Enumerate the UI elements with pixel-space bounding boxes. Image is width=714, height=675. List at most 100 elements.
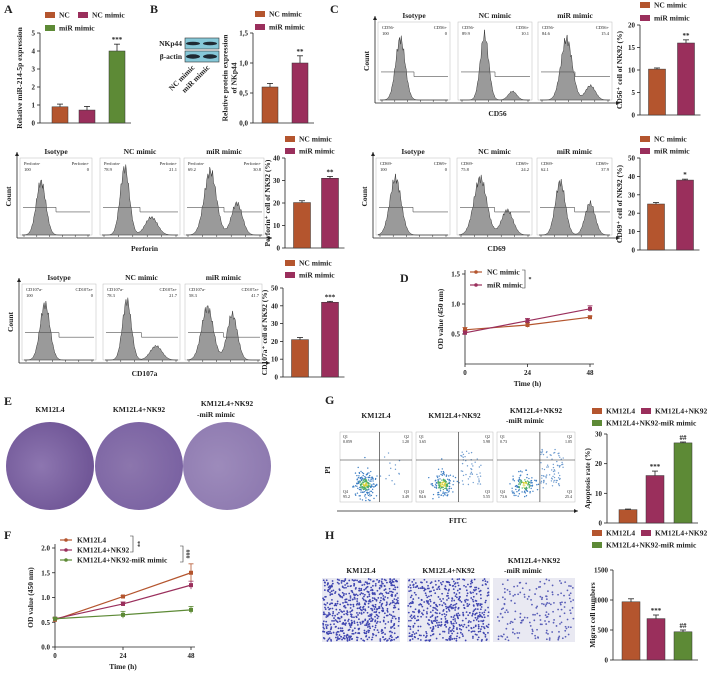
histogram <box>377 173 448 236</box>
migrated-cell <box>322 613 325 616</box>
cell-dot <box>361 477 363 479</box>
migrated-cell <box>369 578 372 581</box>
cell-dot <box>478 480 480 482</box>
cell-dot <box>468 452 470 455</box>
migrated-cell <box>478 611 481 614</box>
migrated-cell <box>388 587 391 590</box>
legend-swatch <box>285 260 295 266</box>
gate-label: CD69+ <box>434 161 448 166</box>
migrated-cell <box>372 632 374 635</box>
cell-dot <box>540 462 542 464</box>
significance-label: * <box>529 277 532 283</box>
panel-letter: B <box>150 2 158 16</box>
migrated-cell <box>376 617 379 620</box>
migrated-cell <box>484 609 487 612</box>
migrated-cell <box>451 632 454 635</box>
migrated-cell <box>423 589 426 592</box>
migrated-cell <box>465 611 468 614</box>
plate-title: KM12L4+NK92 <box>113 405 165 414</box>
cell-dot <box>526 480 529 482</box>
migrated-cell <box>570 600 572 603</box>
migrated-cell <box>362 605 365 608</box>
migrated-cell <box>465 617 467 620</box>
cell-dot <box>376 483 378 486</box>
migrated-cell <box>508 590 511 593</box>
migrated-cell <box>560 621 563 624</box>
cell-dot <box>552 481 555 483</box>
migrated-cell <box>348 579 351 582</box>
migrated-cell <box>386 614 389 617</box>
legend-label: NC mimic <box>654 1 687 10</box>
significance-label: ** <box>297 48 305 56</box>
y-tick-label: 30 <box>271 320 279 328</box>
migrated-cell <box>566 618 569 621</box>
x-tick-label: 0 <box>53 652 57 660</box>
significance-label: *** <box>112 36 123 44</box>
cell-dot <box>531 477 533 479</box>
cell-dot <box>452 483 454 486</box>
cell-dot <box>462 474 465 477</box>
cell-dot <box>440 471 443 473</box>
migrated-cell <box>422 634 425 637</box>
migrated-cell <box>356 607 359 610</box>
migrated-cell <box>534 613 536 616</box>
migrated-cell <box>511 621 514 624</box>
migrated-cell <box>420 634 422 637</box>
cell-dot <box>364 487 367 490</box>
legend-label: KM12L4 <box>606 407 635 416</box>
migrated-cell <box>370 638 373 641</box>
colony-plate <box>95 422 183 510</box>
migrated-cell <box>467 614 470 617</box>
migrated-cell <box>476 608 479 611</box>
cell-dot <box>448 485 451 488</box>
gate-value: 15.4 <box>601 31 610 36</box>
cell-dot <box>442 495 445 497</box>
gate-value: 75.8 <box>461 167 470 172</box>
migrated-cell <box>453 599 456 602</box>
migrated-cell <box>425 634 428 637</box>
migrated-cell <box>440 600 443 603</box>
cell-dot <box>540 451 542 453</box>
cell-dot <box>356 478 359 480</box>
bar <box>321 301 339 378</box>
cell-dot <box>543 475 545 477</box>
migrated-cell <box>425 581 428 583</box>
migrated-cell <box>426 596 429 599</box>
gate-label: Perforin- <box>24 161 41 166</box>
bar <box>291 62 309 124</box>
migrated-cell <box>444 618 447 620</box>
migrated-cell <box>464 639 467 642</box>
y-tick-label: 20 <box>595 460 603 468</box>
migrated-cell <box>506 588 509 591</box>
cell-dot <box>480 464 482 467</box>
y-tick-label: 0 <box>605 657 609 665</box>
x-axis-label: CD69 <box>487 244 506 253</box>
migrated-cell <box>341 579 344 582</box>
cell-dot <box>446 489 448 492</box>
migrated-cell <box>375 613 378 616</box>
migrated-cell <box>346 613 349 616</box>
migrated-cell <box>368 595 371 598</box>
cell-dot <box>437 494 439 496</box>
migrated-cell <box>395 579 397 582</box>
migrated-cell <box>425 611 428 613</box>
migrated-cell <box>373 628 376 631</box>
migrated-cell <box>393 578 395 581</box>
migrated-cell <box>472 637 474 639</box>
migrated-cell <box>452 618 455 621</box>
migrated-cell <box>473 578 476 581</box>
migrated-cell <box>383 612 386 615</box>
histogram-title: miR mimic <box>206 273 242 282</box>
migrated-cell <box>501 583 504 586</box>
panel-letter: A <box>4 2 13 16</box>
migrated-cell <box>344 584 347 586</box>
migrated-cell <box>368 636 371 639</box>
cell-dot <box>530 487 532 490</box>
cell-dot <box>461 480 464 482</box>
plate-title: KM12L4+NK92 <box>201 399 253 408</box>
migrated-cell <box>557 593 559 596</box>
migrated-cell <box>466 599 469 601</box>
histogram <box>21 179 90 236</box>
migrated-cell <box>361 584 364 587</box>
